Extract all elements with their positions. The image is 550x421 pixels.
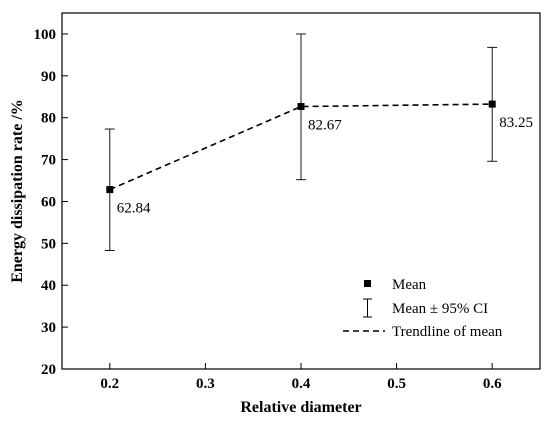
y-axis-ticks: 20 30 40 50 60 70 80 90 100 xyxy=(34,27,68,378)
mean-point xyxy=(297,103,305,111)
x-tick-label: 0.3 xyxy=(196,376,215,392)
legend: Mean Mean ± 95% CI Trendline of mean xyxy=(343,277,503,340)
y-tick-label: 30 xyxy=(41,320,56,336)
x-axis-ticks: 0.2 0.3 0.4 0.5 0.6 xyxy=(100,363,502,392)
x-tick-label: 0.2 xyxy=(100,376,119,392)
legend-trend-label: Trendline of mean xyxy=(392,324,503,340)
y-tick-label: 60 xyxy=(41,194,56,210)
mean-points xyxy=(106,100,496,194)
y-axis-title: Energy dissipation rate /% xyxy=(9,99,26,283)
trendline xyxy=(109,103,493,191)
legend-mean-marker xyxy=(364,280,371,287)
x-tick-label: 0.4 xyxy=(292,376,311,392)
legend-ci-label: Mean ± 95% CI xyxy=(392,301,488,317)
error-bars xyxy=(104,33,498,251)
y-tick-label: 50 xyxy=(41,236,56,252)
data-labels: 62.84 82.67 83.25 xyxy=(117,115,533,216)
data-label: 62.84 xyxy=(117,201,151,217)
y-tick-label: 20 xyxy=(41,362,56,378)
data-label: 82.67 xyxy=(308,118,342,134)
data-label: 83.25 xyxy=(499,115,533,131)
y-tick-label: 90 xyxy=(41,69,56,85)
y-tick-label: 80 xyxy=(41,111,56,127)
mean-point xyxy=(488,100,496,108)
trendline-of-mean xyxy=(109,103,493,191)
legend-mean-label: Mean xyxy=(392,277,427,293)
y-tick-label: 70 xyxy=(41,153,56,169)
x-tick-label: 0.5 xyxy=(387,376,406,392)
mean-point xyxy=(106,186,114,194)
y-tick-label: 100 xyxy=(34,27,57,43)
x-tick-label: 0.6 xyxy=(483,376,502,392)
x-axis-title: Relative diameter xyxy=(240,399,361,416)
y-tick-label: 40 xyxy=(41,278,56,294)
